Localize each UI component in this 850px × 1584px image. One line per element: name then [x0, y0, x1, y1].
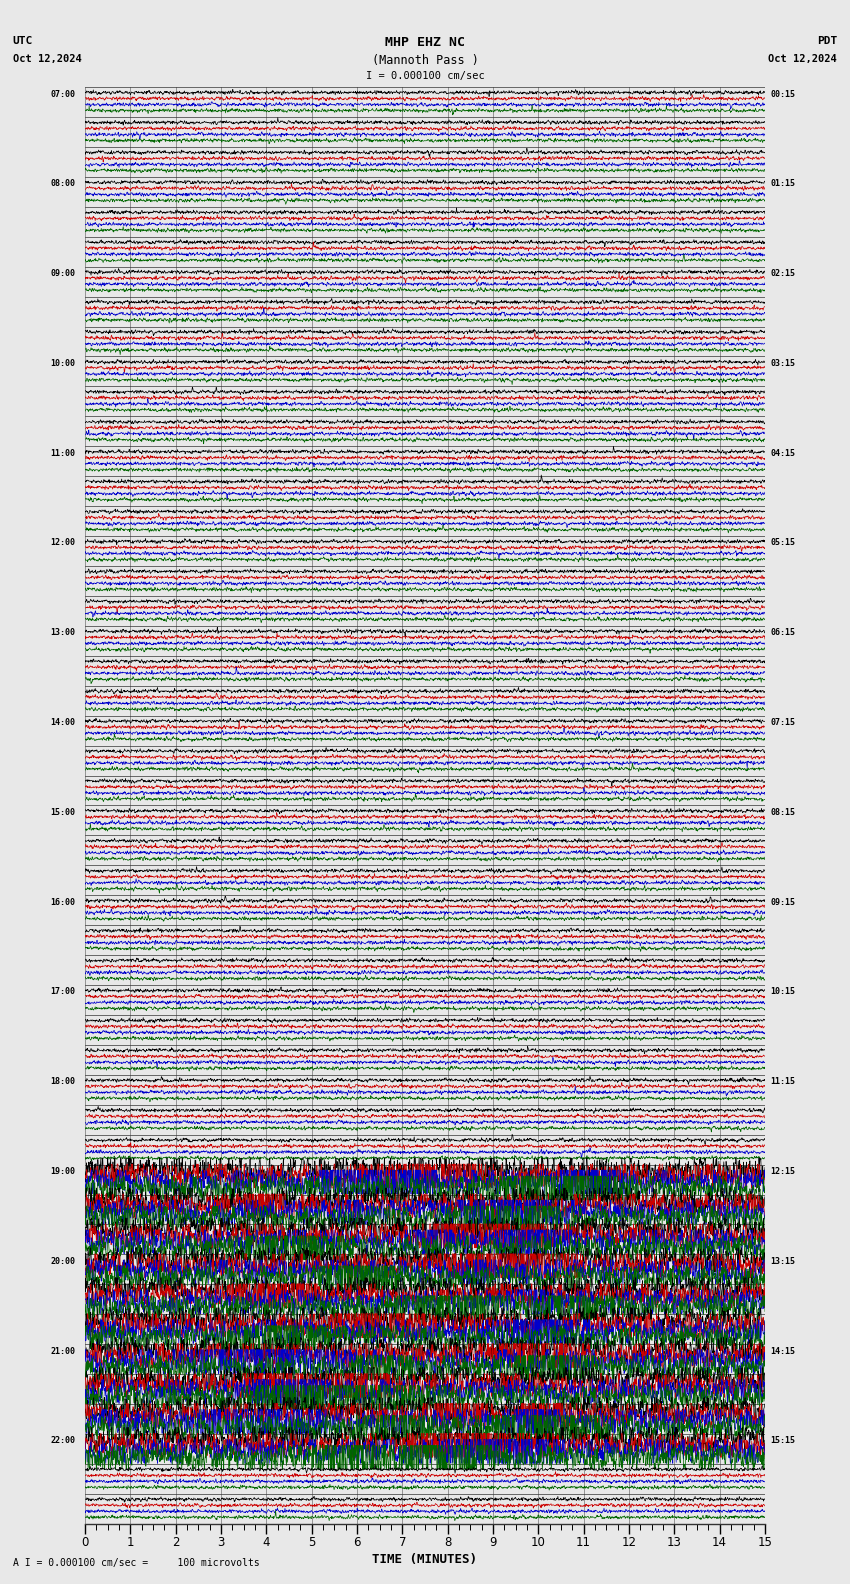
Text: 12:00: 12:00 [50, 539, 75, 548]
Text: 11:15: 11:15 [770, 1077, 796, 1087]
Text: 09:15: 09:15 [770, 898, 796, 906]
Text: 03:15: 03:15 [770, 360, 796, 367]
Text: 02:15: 02:15 [770, 269, 796, 279]
Text: 05:15: 05:15 [770, 539, 796, 548]
Text: (Mannoth Pass ): (Mannoth Pass ) [371, 54, 479, 67]
Text: 07:15: 07:15 [770, 718, 796, 727]
Text: 10:15: 10:15 [770, 987, 796, 996]
Text: 14:15: 14:15 [770, 1346, 796, 1356]
Text: 09:00: 09:00 [50, 269, 75, 279]
Text: 08:00: 08:00 [50, 179, 75, 188]
Text: 15:15: 15:15 [770, 1437, 796, 1446]
Text: MHP EHZ NC: MHP EHZ NC [385, 36, 465, 49]
Text: A I = 0.000100 cm/sec =     100 microvolts: A I = 0.000100 cm/sec = 100 microvolts [13, 1559, 259, 1568]
Text: 14:00: 14:00 [50, 718, 75, 727]
Text: 22:00: 22:00 [50, 1437, 75, 1446]
Text: 07:00: 07:00 [50, 90, 75, 98]
Text: 12:15: 12:15 [770, 1167, 796, 1175]
X-axis label: TIME (MINUTES): TIME (MINUTES) [372, 1554, 478, 1567]
Text: 18:00: 18:00 [50, 1077, 75, 1087]
Text: Oct 12,2024: Oct 12,2024 [13, 54, 82, 63]
Text: 08:15: 08:15 [770, 808, 796, 817]
Text: 21:00: 21:00 [50, 1346, 75, 1356]
Text: 01:15: 01:15 [770, 179, 796, 188]
Text: UTC: UTC [13, 36, 33, 46]
Text: 16:00: 16:00 [50, 898, 75, 906]
Text: 17:00: 17:00 [50, 987, 75, 996]
Text: 11:00: 11:00 [50, 448, 75, 458]
Text: 20:00: 20:00 [50, 1256, 75, 1266]
Text: 13:15: 13:15 [770, 1256, 796, 1266]
Text: PDT: PDT [817, 36, 837, 46]
Text: 04:15: 04:15 [770, 448, 796, 458]
Text: Oct 12,2024: Oct 12,2024 [768, 54, 837, 63]
Text: 19:00: 19:00 [50, 1167, 75, 1175]
Text: 10:00: 10:00 [50, 360, 75, 367]
Text: 06:15: 06:15 [770, 629, 796, 637]
Text: 00:15: 00:15 [770, 90, 796, 98]
Text: 15:00: 15:00 [50, 808, 75, 817]
Text: I = 0.000100 cm/sec: I = 0.000100 cm/sec [366, 71, 484, 81]
Text: 13:00: 13:00 [50, 629, 75, 637]
